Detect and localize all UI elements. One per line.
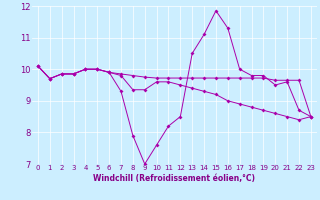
X-axis label: Windchill (Refroidissement éolien,°C): Windchill (Refroidissement éolien,°C) (93, 174, 255, 183)
